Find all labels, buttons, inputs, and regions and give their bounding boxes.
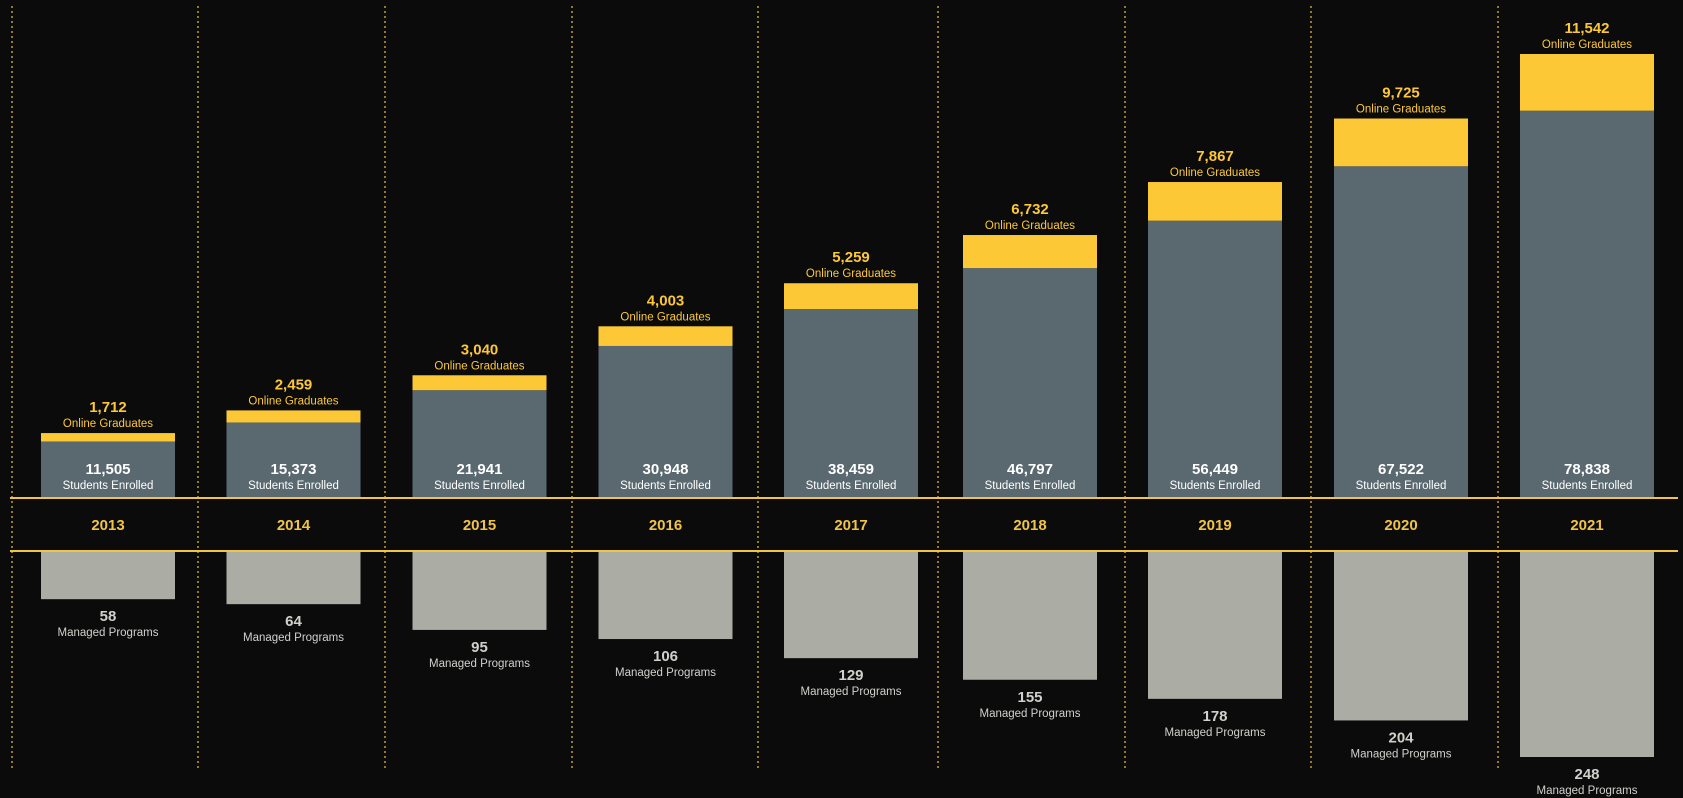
students-enrolled-value: 38,459: [828, 461, 874, 478]
online-graduates-label: Online Graduates: [434, 360, 524, 372]
students-enrolled-label: Students Enrolled: [63, 480, 154, 492]
online-graduates-value: 1,712: [89, 399, 127, 416]
online-graduates-value: 5,259: [832, 249, 870, 266]
year-label: 2018: [1013, 517, 1046, 534]
upper-bars: [41, 54, 1654, 499]
column-dividers: [11, 6, 1499, 770]
online-graduates-label: Online Graduates: [63, 418, 153, 430]
online-graduates-label: Online Graduates: [1356, 104, 1446, 116]
managed-programs-value: 129: [838, 667, 863, 684]
managed-programs-label: Managed Programs: [1537, 785, 1638, 797]
bar-online-graduates: [1148, 182, 1282, 221]
year-label: 2016: [649, 517, 682, 534]
bar-managed-programs: [784, 551, 918, 659]
online-graduates-value: 9,725: [1382, 85, 1420, 102]
bar-students-enrolled: [963, 268, 1097, 498]
year-label: 2013: [91, 517, 124, 534]
students-enrolled-label: Students Enrolled: [1542, 480, 1633, 492]
year-label: 2019: [1198, 517, 1231, 534]
bar-online-graduates: [784, 283, 918, 310]
managed-programs-label: Managed Programs: [615, 667, 716, 679]
bar-students-enrolled: [1148, 220, 1282, 498]
online-graduates-label: Online Graduates: [1542, 39, 1632, 51]
bar-students-enrolled: [226, 422, 361, 498]
online-graduates-value: 2,459: [275, 376, 313, 393]
students-enrolled-label: Students Enrolled: [985, 480, 1076, 492]
bar-students-enrolled: [412, 390, 547, 498]
managed-programs-label: Managed Programs: [801, 686, 902, 698]
managed-programs-value: 95: [471, 639, 488, 656]
managed-programs-value: 178: [1202, 708, 1227, 725]
chart-labels: 1,712 Online Graduates 11,505 Students Enro…: [58, 20, 1638, 797]
bar-online-graduates: [1334, 118, 1468, 167]
bar-online-graduates: [1520, 54, 1654, 111]
bar-students-enrolled: [1520, 110, 1654, 499]
bar-students-enrolled: [41, 441, 175, 498]
students-enrolled-value: 15,373: [271, 461, 317, 478]
online-graduates-label: Online Graduates: [985, 220, 1075, 232]
bar-managed-programs: [598, 551, 733, 640]
students-enrolled-label: Students Enrolled: [1356, 480, 1447, 492]
managed-programs-label: Managed Programs: [243, 632, 344, 644]
bar-managed-programs: [1334, 551, 1468, 721]
year-label: 2015: [463, 517, 496, 534]
managed-programs-label: Managed Programs: [429, 658, 530, 670]
online-graduates-value: 3,040: [461, 341, 499, 358]
bar-online-graduates: [963, 235, 1097, 269]
bar-online-graduates: [41, 433, 175, 442]
students-enrolled-value: 21,941: [457, 461, 503, 478]
online-graduates-value: 6,732: [1011, 201, 1049, 218]
year-label: 2020: [1384, 517, 1417, 534]
managed-programs-value: 248: [1574, 766, 1599, 783]
online-graduates-label: Online Graduates: [806, 268, 896, 280]
students-enrolled-label: Students Enrolled: [806, 480, 897, 492]
managed-programs-label: Managed Programs: [58, 627, 159, 639]
bar-managed-programs: [41, 551, 175, 600]
students-enrolled-value: 67,522: [1378, 461, 1424, 478]
students-enrolled-value: 46,797: [1007, 461, 1053, 478]
students-enrolled-value: 30,948: [643, 461, 689, 478]
year-label: 2021: [1570, 517, 1603, 534]
bar-online-graduates: [226, 410, 361, 423]
bar-online-graduates: [598, 326, 733, 346]
bar-managed-programs: [1148, 551, 1282, 699]
managed-programs-value: 204: [1388, 729, 1414, 746]
bar-online-graduates: [412, 375, 547, 391]
online-graduates-value: 11,542: [1564, 20, 1609, 37]
lower-bars: [41, 551, 1654, 757]
students-enrolled-value: 78,838: [1564, 461, 1610, 478]
managed-programs-label: Managed Programs: [980, 708, 1081, 720]
bar-managed-programs: [412, 551, 547, 630]
online-graduates-label: Online Graduates: [248, 395, 338, 407]
bar-managed-programs: [226, 551, 361, 605]
managed-programs-value: 155: [1017, 689, 1042, 706]
managed-programs-label: Managed Programs: [1165, 727, 1266, 739]
managed-programs-label: Managed Programs: [1351, 748, 1452, 760]
bar-students-enrolled: [1334, 166, 1468, 499]
students-enrolled-label: Students Enrolled: [620, 480, 711, 492]
students-enrolled-value: 11,505: [85, 461, 130, 478]
online-graduates-label: Online Graduates: [620, 311, 710, 323]
online-graduates-value: 4,003: [647, 292, 685, 309]
managed-programs-value: 58: [100, 608, 117, 625]
bar-students-enrolled: [598, 345, 733, 498]
year-label: 2014: [277, 517, 311, 534]
online-graduates-label: Online Graduates: [1170, 167, 1260, 179]
students-enrolled-label: Students Enrolled: [434, 480, 525, 492]
students-enrolled-value: 56,449: [1192, 461, 1238, 478]
students-enrolled-label: Students Enrolled: [248, 480, 339, 492]
bar-managed-programs: [1520, 551, 1654, 757]
bar-students-enrolled: [784, 309, 918, 498]
year-label: 2017: [834, 517, 867, 534]
students-enrolled-label: Students Enrolled: [1170, 480, 1261, 492]
bar-managed-programs: [963, 551, 1097, 680]
managed-programs-value: 64: [285, 613, 302, 630]
managed-programs-value: 106: [653, 648, 678, 665]
online-graduates-value: 7,867: [1196, 148, 1234, 165]
